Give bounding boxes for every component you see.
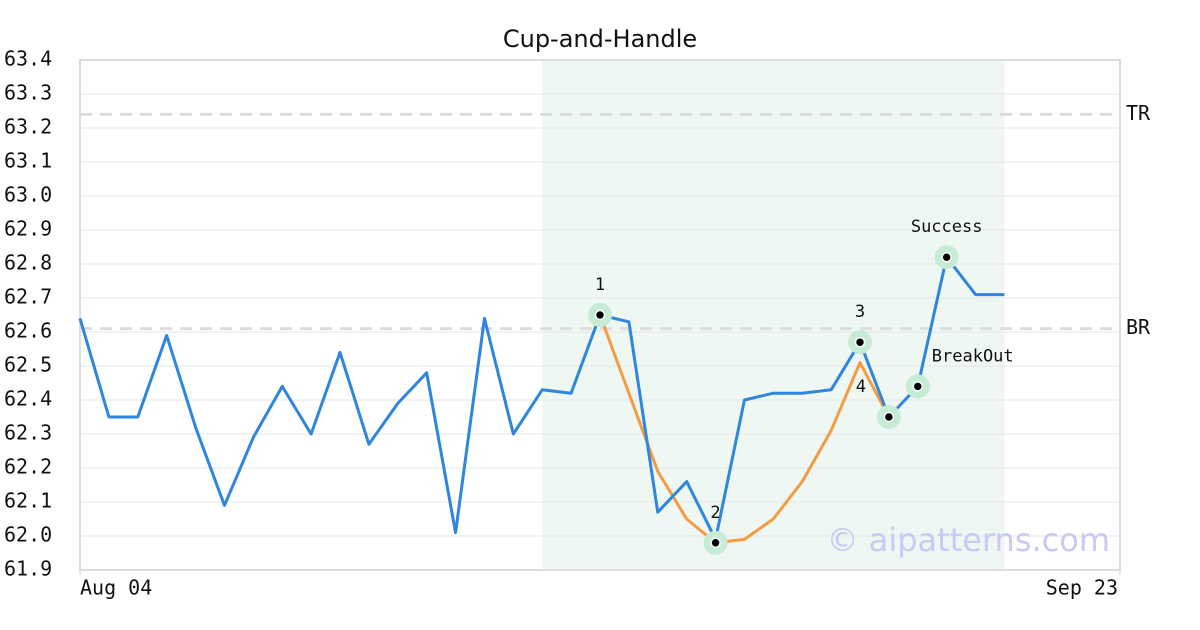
annotation-dot [594, 309, 606, 321]
y-tick-label: 63.4 [4, 47, 52, 71]
reference-label: BR [1126, 315, 1151, 339]
annotation-dot [883, 411, 895, 423]
watermark: © aipatterns.com [827, 521, 1110, 559]
reference-label: TR [1126, 101, 1151, 125]
chart-title: Cup-and-Handle [503, 25, 697, 53]
y-tick-label: 62.2 [4, 455, 52, 479]
y-tick-label: 62.7 [4, 285, 52, 309]
y-tick-label: 61.9 [4, 557, 52, 581]
y-tick-label: 62.0 [4, 523, 52, 547]
plot-frame [79, 59, 1121, 571]
series-line [78, 255, 1005, 541]
x-tick-label: Sep 23 [1046, 576, 1118, 600]
y-tick-label: 62.6 [4, 319, 52, 343]
annotation-dot [941, 251, 952, 263]
annotation-dot [854, 336, 866, 348]
y-tick-label: 62.5 [4, 353, 52, 377]
y-tick-label: 62.3 [4, 421, 52, 445]
x-tick-label: Aug 04 [80, 576, 152, 600]
y-tick-label: 62.9 [4, 217, 52, 241]
annotation-dot [710, 537, 721, 549]
y-tick-label: 63.0 [4, 183, 52, 207]
y-tick-label: 62.8 [4, 251, 52, 275]
annotation-dot [912, 381, 924, 392]
annotation-label: Success [911, 217, 983, 237]
y-tick-label: 63.1 [4, 149, 52, 173]
y-tick-label: 62.4 [4, 387, 52, 411]
annotation-label: 4 [856, 377, 866, 397]
annotation-label: 1 [595, 275, 605, 295]
y-tick-label: 63.3 [4, 81, 52, 105]
annotation-label: 3 [855, 302, 865, 322]
annotation-label: 2 [710, 503, 720, 523]
y-tick-label: 63.2 [4, 115, 52, 139]
annotation-label: BreakOut [932, 346, 1014, 366]
highlight-region [542, 60, 1005, 570]
y-tick-label: 62.1 [4, 489, 52, 513]
